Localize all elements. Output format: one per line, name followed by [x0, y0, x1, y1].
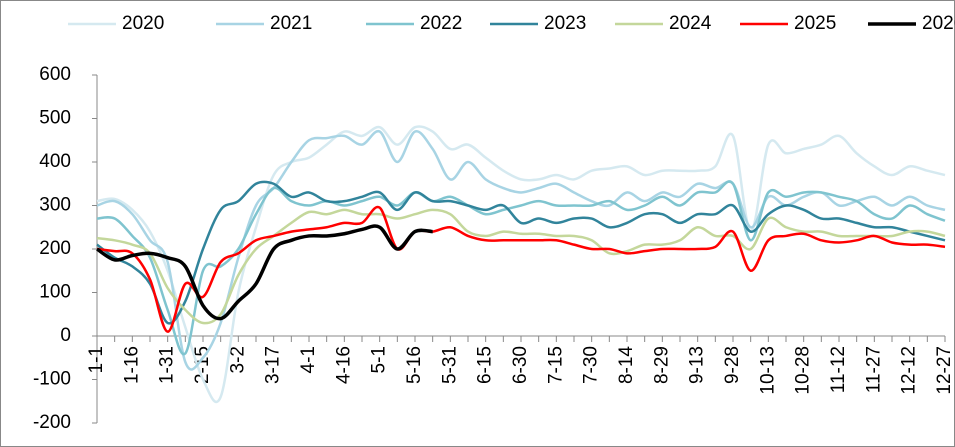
x-tick-label: 5-16 [404, 346, 425, 384]
x-tick-label: 8-29 [651, 346, 672, 384]
series-line [96, 208, 946, 325]
x-tick-label: 3-2 [227, 346, 248, 373]
series-line [96, 224, 433, 321]
x-tick-label: 11-12 [828, 346, 849, 393]
y-tick-label: 100 [39, 282, 71, 303]
legend-label: 2023 [544, 13, 586, 34]
x-tick-label: 6-30 [510, 346, 531, 384]
x-tick-label: 11-27 [863, 346, 884, 393]
x-tick-label: 7-30 [581, 346, 602, 384]
x-tick-label: 1-16 [121, 346, 142, 384]
x-tick-label: 3-17 [263, 346, 284, 384]
x-tick-label: 1-1 [86, 346, 107, 373]
y-tick-label: 0 [60, 325, 71, 346]
legend-label: 2020 [122, 13, 164, 34]
x-tick-label: 4-16 [333, 346, 354, 384]
series-line [96, 125, 946, 404]
series-line [96, 180, 946, 325]
y-tick-label: 400 [39, 151, 71, 172]
y-tick-label: 200 [39, 238, 71, 259]
y-tick-label: -200 [33, 412, 71, 433]
x-tick-label: 10-28 [793, 346, 814, 395]
y-tick-label: 500 [39, 108, 71, 129]
legend-label: 2022 [420, 13, 462, 34]
x-tick-label: 6-15 [475, 346, 496, 384]
y-tick-label: 600 [39, 64, 71, 85]
legend-label: 2025 [794, 13, 836, 34]
x-tick-label: 12-12 [899, 346, 920, 395]
y-tick-label: -100 [33, 369, 71, 390]
legend-label: 2024 [669, 13, 712, 34]
x-tick-label: 8-14 [616, 346, 637, 384]
x-tick-label: 1-31 [157, 346, 178, 384]
x-tick-label: 4-1 [298, 346, 319, 373]
series-line [96, 130, 946, 371]
y-tick-label: 300 [39, 195, 71, 216]
x-tick-label: 9-28 [722, 346, 743, 384]
x-tick-label: 10-13 [757, 346, 778, 395]
x-tick-label: 7-15 [545, 346, 566, 384]
x-tick-label: 12-27 [934, 346, 955, 395]
legend-label: 2021 [270, 13, 312, 34]
x-tick-label: 2-15 [192, 346, 213, 384]
x-tick-label: 9-13 [687, 346, 708, 384]
legend-label: 2026 [922, 13, 955, 34]
x-tick-label: 5-1 [369, 346, 390, 373]
series-line [96, 205, 946, 333]
x-tick-label: 5-31 [439, 346, 460, 384]
series-line [96, 180, 946, 356]
